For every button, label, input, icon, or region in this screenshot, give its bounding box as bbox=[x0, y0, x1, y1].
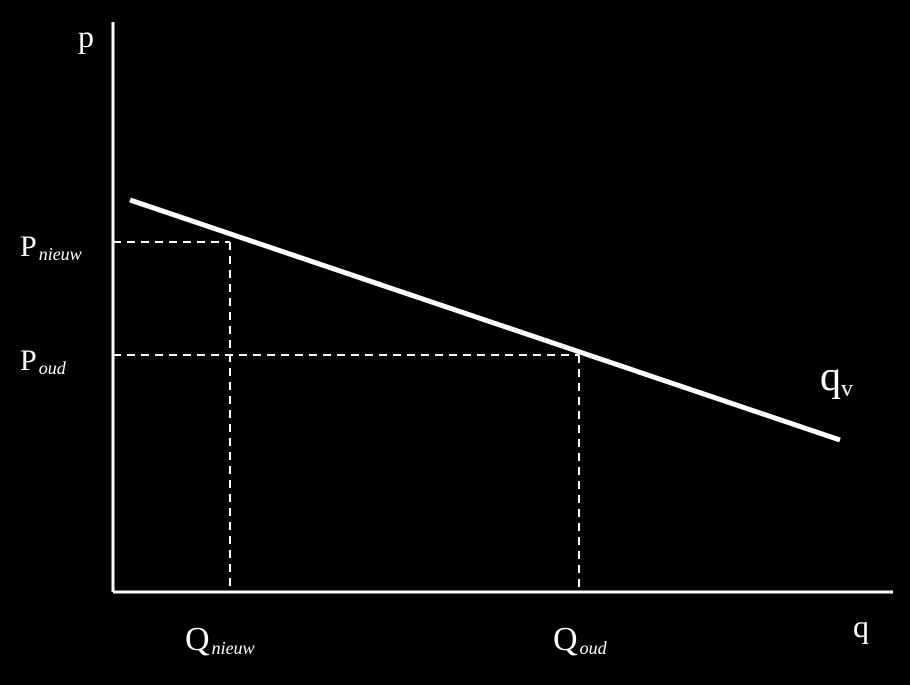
demand-chart: pqqvPnieuwPoudQnieuwQoud bbox=[0, 0, 910, 685]
x-axis-label: q bbox=[853, 608, 869, 644]
chart-background bbox=[0, 0, 910, 685]
y-axis-label: p bbox=[78, 18, 94, 54]
